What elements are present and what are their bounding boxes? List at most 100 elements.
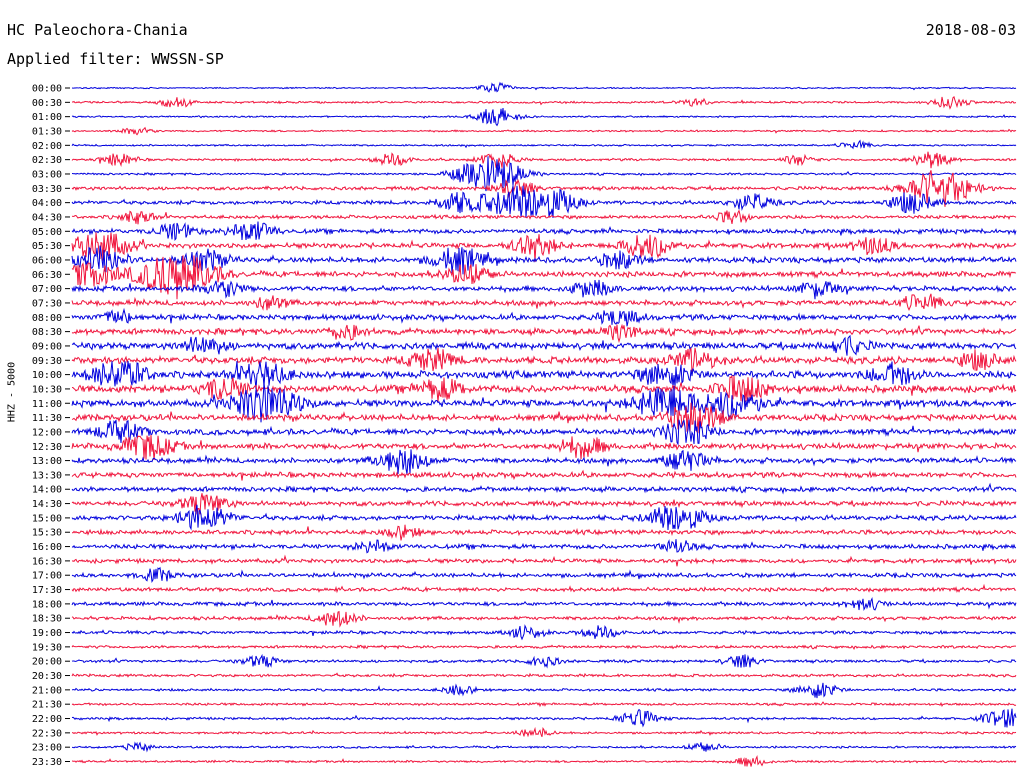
row-time-label: 01:00 <box>32 112 62 123</box>
row-time-label: 17:00 <box>32 571 62 582</box>
row-time-label: 07:00 <box>32 284 62 295</box>
seismic-trace <box>71 374 1017 403</box>
row-time-label: 21:30 <box>32 700 62 711</box>
row-time-label: 09:30 <box>32 356 62 367</box>
seismic-trace <box>71 672 1017 679</box>
row-time-label: 19:00 <box>32 628 62 639</box>
row-time-label: 17:30 <box>32 585 62 596</box>
seismic-trace <box>71 493 1017 515</box>
row-time-label: 13:00 <box>32 456 62 467</box>
seismic-trace <box>71 221 1017 242</box>
seismic-trace <box>71 741 1017 753</box>
row-time-label: 00:30 <box>32 98 62 109</box>
row-time-label: 14:00 <box>32 485 62 496</box>
row-time-label: 10:30 <box>32 384 62 395</box>
seismic-trace <box>71 255 1017 300</box>
seismic-trace <box>71 232 1017 262</box>
seismic-trace <box>71 708 1017 728</box>
row-time-label: 13:30 <box>32 470 62 481</box>
record-date: 2018-08-03 <box>925 21 1016 39</box>
row-time-label: 15:30 <box>32 528 62 539</box>
row-time-label: 19:30 <box>32 642 62 653</box>
seismic-trace <box>71 279 1017 300</box>
seismic-trace <box>71 107 1017 127</box>
row-time-label: 15:00 <box>32 513 62 524</box>
row-time-label: 04:30 <box>32 212 62 223</box>
seismic-trace <box>71 81 1017 93</box>
seismic-trace <box>71 419 1017 446</box>
seismic-trace <box>71 554 1017 567</box>
row-time-label: 11:30 <box>32 413 62 424</box>
seismic-trace <box>71 653 1017 669</box>
seismic-trace <box>71 307 1017 327</box>
row-time-label: 14:30 <box>32 499 62 510</box>
seismic-trace <box>71 245 1017 275</box>
seismic-trace <box>71 644 1017 651</box>
seismic-trace <box>71 583 1017 594</box>
seismic-trace <box>71 209 1017 225</box>
row-time-label: 06:30 <box>32 270 62 281</box>
seismic-trace <box>71 323 1017 344</box>
row-time-label: 23:30 <box>32 757 62 768</box>
seismic-trace <box>71 610 1017 628</box>
seismic-trace <box>71 449 1017 475</box>
seismic-trace <box>71 334 1017 356</box>
seismic-trace <box>71 469 1017 482</box>
row-time-label: 22:00 <box>32 714 62 725</box>
row-time-label: 12:30 <box>32 442 62 453</box>
row-time-label: 20:30 <box>32 671 62 682</box>
row-time-label: 02:00 <box>32 141 62 152</box>
row-time-label: 20:00 <box>32 657 62 668</box>
row-time-label: 07:30 <box>32 298 62 309</box>
seismic-trace <box>71 754 1017 767</box>
seismic-trace <box>71 434 1017 461</box>
seismic-trace <box>71 624 1017 641</box>
seismic-trace <box>71 185 1017 219</box>
row-time-label: 03:30 <box>32 184 62 195</box>
row-time-label: 21:00 <box>32 685 62 696</box>
seismic-trace <box>71 597 1017 612</box>
row-time-label: 08:30 <box>32 327 62 338</box>
row-time-label: 18:30 <box>32 614 62 625</box>
seismic-trace <box>71 539 1017 554</box>
seismic-trace <box>71 361 1017 390</box>
station-name: HC Paleochora-Chania <box>7 21 188 39</box>
row-time-label: 04:00 <box>32 198 62 209</box>
seismic-trace <box>71 482 1017 495</box>
row-time-label: 06:00 <box>32 255 62 266</box>
seismic-trace <box>71 170 1017 207</box>
seismic-trace <box>71 293 1017 311</box>
row-time-label: 02:30 <box>32 155 62 166</box>
row-time-label: 05:00 <box>32 227 62 238</box>
row-time-label: 08:00 <box>32 313 62 324</box>
seismic-trace <box>71 726 1017 738</box>
seismic-trace <box>71 524 1017 541</box>
row-time-label: 16:00 <box>32 542 62 553</box>
seismic-trace <box>71 347 1017 373</box>
seismic-trace <box>71 504 1017 531</box>
row-time-label: 16:30 <box>32 556 62 567</box>
row-time-label: 01:30 <box>32 126 62 137</box>
seismic-trace <box>71 383 1017 423</box>
seismic-trace <box>71 566 1017 584</box>
seismic-trace <box>71 151 1017 169</box>
row-time-label: 09:00 <box>32 341 62 352</box>
seismic-trace <box>71 95 1017 110</box>
row-time-label: 05:30 <box>32 241 62 252</box>
row-time-label: 11:00 <box>32 399 62 410</box>
seismic-trace <box>71 139 1017 150</box>
row-time-label: 00:00 <box>32 84 62 95</box>
row-time-label: 23:00 <box>32 743 62 754</box>
row-time-label: 18:00 <box>32 599 62 610</box>
row-time-label: 22:30 <box>32 728 62 739</box>
seismic-trace <box>71 156 1017 192</box>
row-time-label: 03:00 <box>32 169 62 180</box>
seismic-trace <box>71 701 1017 708</box>
seismic-trace <box>71 682 1017 699</box>
row-time-label: 10:00 <box>32 370 62 381</box>
seismic-trace <box>71 402 1017 434</box>
seismic-trace <box>71 126 1017 136</box>
filter-label: Applied filter: WWSSN-SP <box>7 50 224 68</box>
row-time-label: 12:00 <box>32 427 62 438</box>
